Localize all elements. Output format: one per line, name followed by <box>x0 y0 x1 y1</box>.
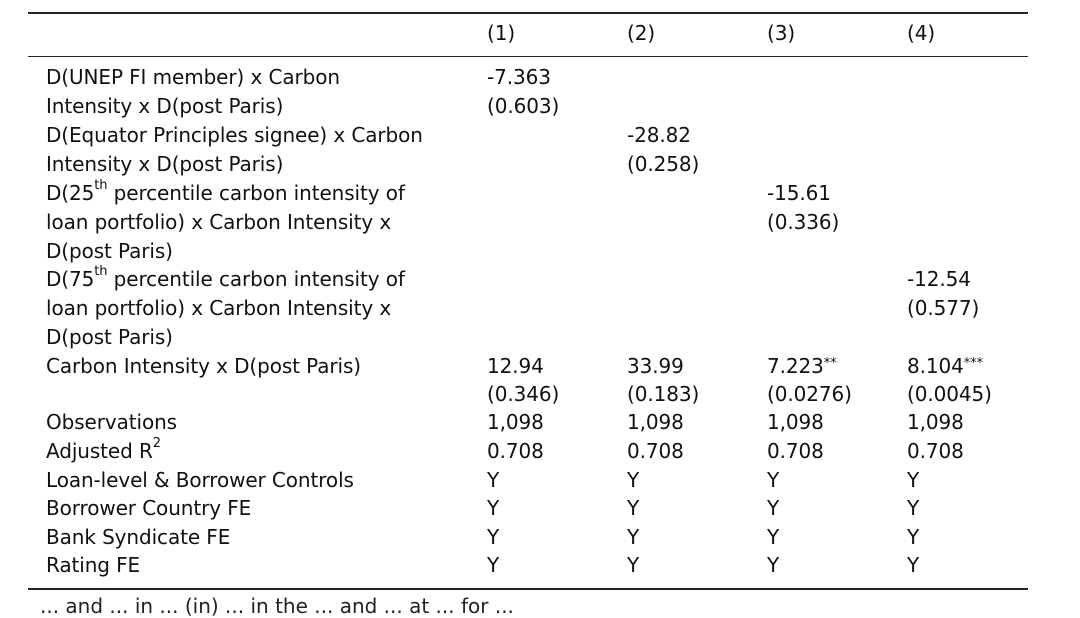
row-label-p75-line-2: loan portfolio) x Carbon Intensity x <box>46 296 392 320</box>
stat-label-borrower-country-fe: Borrower Country FE <box>46 496 252 520</box>
stat-value: 1,098 <box>767 410 824 434</box>
coef-carbon-col3: 7.223** <box>767 354 837 378</box>
stat-value: 0.708 <box>627 439 684 463</box>
row-label-unep-line-1: D(UNEP FI member) x Carbon <box>46 65 340 89</box>
stat-value: Y <box>627 525 640 549</box>
row-label-unep-line-2: Intensity x D(post Paris) <box>46 94 284 118</box>
stat-value: Y <box>907 496 920 520</box>
pval-carbon-col2: (0.183) <box>627 382 700 406</box>
row-label-p25-line-3: D(post Paris) <box>46 239 173 263</box>
row-label-p25-line-1: D(25th percentile carbon intensity of <box>46 178 405 205</box>
stat-value: Y <box>907 468 920 492</box>
coef-unep-col1: -7.363 <box>487 65 551 89</box>
pval-p25-col3: (0.336) <box>767 210 840 234</box>
column-header-1: (1) <box>487 21 516 45</box>
stat-value: Y <box>627 553 640 577</box>
column-header-2: (2) <box>627 21 656 45</box>
coef-equator-col2: -28.82 <box>627 123 691 147</box>
stat-value: Y <box>767 525 780 549</box>
stat-value: Y <box>627 496 640 520</box>
stat-label-observations: Observations <box>46 410 178 434</box>
stat-value: 1,098 <box>487 410 544 434</box>
row-label-p75-line-1: D(75th percentile carbon intensity of <box>46 264 405 291</box>
column-header-3: (3) <box>767 21 796 45</box>
stat-value: Y <box>767 553 780 577</box>
column-header-4: (4) <box>907 21 936 45</box>
pval-equator-col2: (0.258) <box>627 152 700 176</box>
stat-label-bank-syndicate-fe: Bank Syndicate FE <box>46 525 231 549</box>
stat-label-rating-fe: Rating FE <box>46 553 141 577</box>
pval-p75-col4: (0.577) <box>907 296 980 320</box>
stat-value: Y <box>487 525 500 549</box>
stat-label-loan-controls: Loan-level & Borrower Controls <box>46 468 354 492</box>
stat-value: 1,098 <box>627 410 684 434</box>
stat-value: Y <box>487 468 500 492</box>
stat-value: Y <box>487 553 500 577</box>
row-label-carbon-post-paris: Carbon Intensity x D(post Paris) <box>46 354 361 378</box>
significance-stars: *** <box>963 356 983 371</box>
significance-stars: ** <box>823 356 837 371</box>
top-rule <box>28 12 1028 14</box>
stat-value: 1,098 <box>907 410 964 434</box>
header-rule <box>28 56 1028 57</box>
pval-carbon-col1: (0.346) <box>487 382 560 406</box>
coef-carbon-col1: 12.94 <box>487 354 544 378</box>
row-label-equator-line-1: D(Equator Principles signee) x Carbon <box>46 123 423 147</box>
pval-unep-col1: (0.603) <box>487 94 560 118</box>
stat-value: Y <box>487 496 500 520</box>
stat-value: 0.708 <box>487 439 544 463</box>
bottom-rule <box>28 588 1028 590</box>
stat-label-adjusted-r2: Adjusted R2 <box>46 436 161 463</box>
stat-value: Y <box>907 525 920 549</box>
pval-carbon-col4: (0.0045) <box>907 382 992 406</box>
footnote-clipped: ... and ... in ... (in) ... in the ... a… <box>40 594 514 618</box>
coef-p25-col3: -15.61 <box>767 181 831 205</box>
stat-value: Y <box>767 468 780 492</box>
stat-value: Y <box>767 496 780 520</box>
coef-p75-col4: -12.54 <box>907 267 971 291</box>
pval-carbon-col3: (0.0276) <box>767 382 852 406</box>
row-label-p75-line-3: D(post Paris) <box>46 325 173 349</box>
row-label-equator-line-2: Intensity x D(post Paris) <box>46 152 284 176</box>
stat-value: Y <box>627 468 640 492</box>
stat-value: 0.708 <box>907 439 964 463</box>
row-label-p25-line-2: loan portfolio) x Carbon Intensity x <box>46 210 392 234</box>
coef-carbon-col4: 8.104*** <box>907 354 983 378</box>
stat-value: 0.708 <box>767 439 824 463</box>
stat-value: Y <box>907 553 920 577</box>
coef-carbon-col2: 33.99 <box>627 354 684 378</box>
